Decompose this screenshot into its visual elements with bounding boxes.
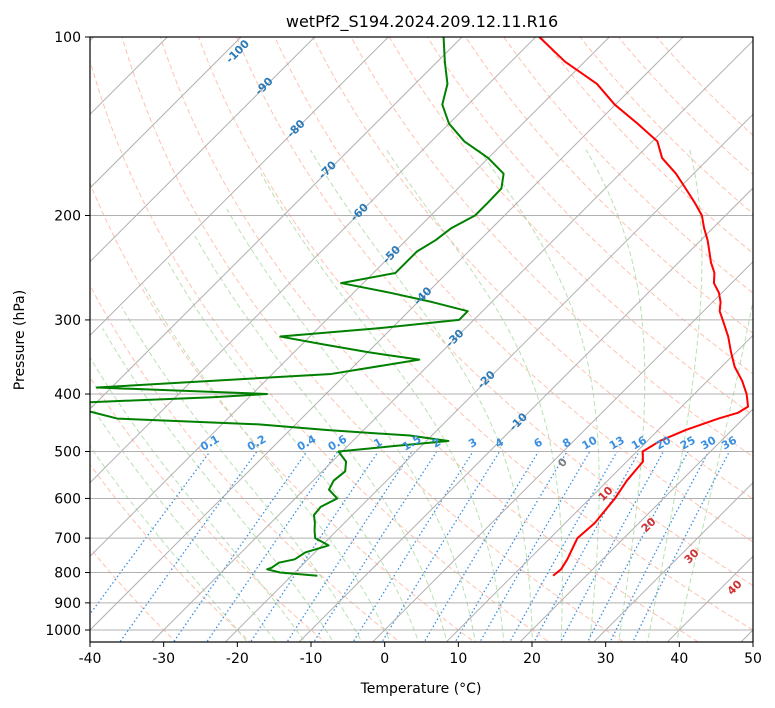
mixing-ratio-line — [423, 451, 540, 642]
background-lines — [90, 37, 753, 642]
y-tick-label: 800 — [54, 566, 81, 582]
isotherm-gridline — [90, 37, 684, 631]
isotherm-gridline — [371, 260, 753, 642]
x-tick-label: -20 — [226, 651, 249, 667]
x-tick-label: -40 — [79, 651, 102, 667]
isotherm-gridline — [90, 37, 611, 558]
dry-adiabat — [90, 58, 550, 642]
dry-adiabat — [464, 37, 753, 334]
moist-adiabat — [676, 298, 753, 642]
mixing-ratio-line — [172, 451, 308, 642]
isotherm-gridline — [592, 481, 753, 642]
mixing-ratio-line — [632, 451, 730, 642]
dry-adiabat — [274, 37, 753, 543]
y-axis-label: Pressure (hPa) — [12, 290, 28, 390]
moist-adiabat — [121, 306, 363, 642]
mixing-ratio-line — [205, 451, 339, 642]
dry-adiabat — [90, 284, 401, 642]
isotherm-gridline — [90, 37, 463, 410]
moist-adiabat — [478, 149, 600, 642]
y-tick-label: 600 — [54, 491, 81, 507]
dry-adiabat — [90, 182, 476, 642]
mixing-ratio-line — [249, 451, 379, 642]
y-tick-label: 200 — [54, 209, 81, 225]
moist-adiabat — [90, 402, 277, 642]
mixing-ratio-line — [119, 451, 258, 642]
x-tick-label: 10 — [449, 651, 467, 667]
mixing-ratio-line — [313, 451, 438, 642]
isotherm-gridline — [90, 37, 390, 337]
isotherm-gridline — [90, 37, 537, 484]
isotherm-gridline — [519, 408, 753, 642]
dry-adiabat — [197, 37, 753, 631]
moist-adiabat — [167, 262, 420, 642]
dry-adiabat — [121, 37, 625, 642]
axes: -40 -30 -20 -10 0 10 20 30 40 50 100 200 300 400 500 60… — [45, 30, 762, 667]
dry-adiabat — [236, 37, 753, 587]
temperature-profile — [538, 37, 750, 577]
moist-adiabat — [309, 149, 533, 642]
isotherm-gridline — [445, 334, 753, 642]
isotherm-gridline — [90, 37, 242, 189]
isotherm-gridline — [150, 39, 753, 642]
mixing-ratio-line — [533, 451, 640, 642]
moist-adiabat — [260, 173, 505, 642]
mixing-ratio-line — [479, 451, 591, 642]
dry-adiabat — [350, 37, 753, 458]
x-tick-label: -30 — [152, 651, 175, 667]
isotherm-gridline — [298, 187, 753, 642]
isotherm-gridline — [90, 37, 316, 263]
x-tick-label: 20 — [523, 651, 541, 667]
y-tick-label: 1000 — [45, 623, 81, 639]
y-tick-label: 100 — [54, 30, 81, 46]
moist-adiabat — [386, 149, 563, 642]
x-tick-label: 40 — [670, 651, 688, 667]
x-tick-label: 50 — [744, 651, 762, 667]
moist-adiabat — [90, 356, 306, 642]
dry-adiabat — [388, 37, 753, 416]
y-tick-label: 300 — [54, 313, 81, 329]
y-tick-label: 900 — [54, 596, 81, 612]
y-tick-label: 500 — [54, 444, 81, 460]
y-tick-label: 700 — [54, 531, 81, 547]
dry-adiabat — [541, 37, 753, 254]
moist-adiabat — [585, 149, 646, 642]
dewpoint-profile — [90, 37, 505, 577]
dry-adiabat — [579, 37, 753, 215]
x-axis-label: Temperature (°C) — [360, 681, 482, 697]
dry-adiabat — [90, 463, 252, 642]
moist-adiabat — [226, 208, 476, 642]
mixing-ratio-line — [454, 451, 568, 642]
moist-adiabat — [647, 149, 703, 642]
dry-adiabat — [655, 37, 753, 137]
chart-title: wetPf2_S194.2024.209.12.11.R16 — [286, 12, 558, 32]
x-tick-label: 0 — [380, 651, 389, 667]
profile-lines — [90, 37, 750, 577]
x-tick-label: -10 — [300, 651, 323, 667]
x-tick-label: 30 — [597, 651, 615, 667]
y-tick-label: 400 — [54, 387, 81, 403]
mixing-ratio-line — [286, 451, 413, 642]
plot-frame — [89, 36, 754, 643]
